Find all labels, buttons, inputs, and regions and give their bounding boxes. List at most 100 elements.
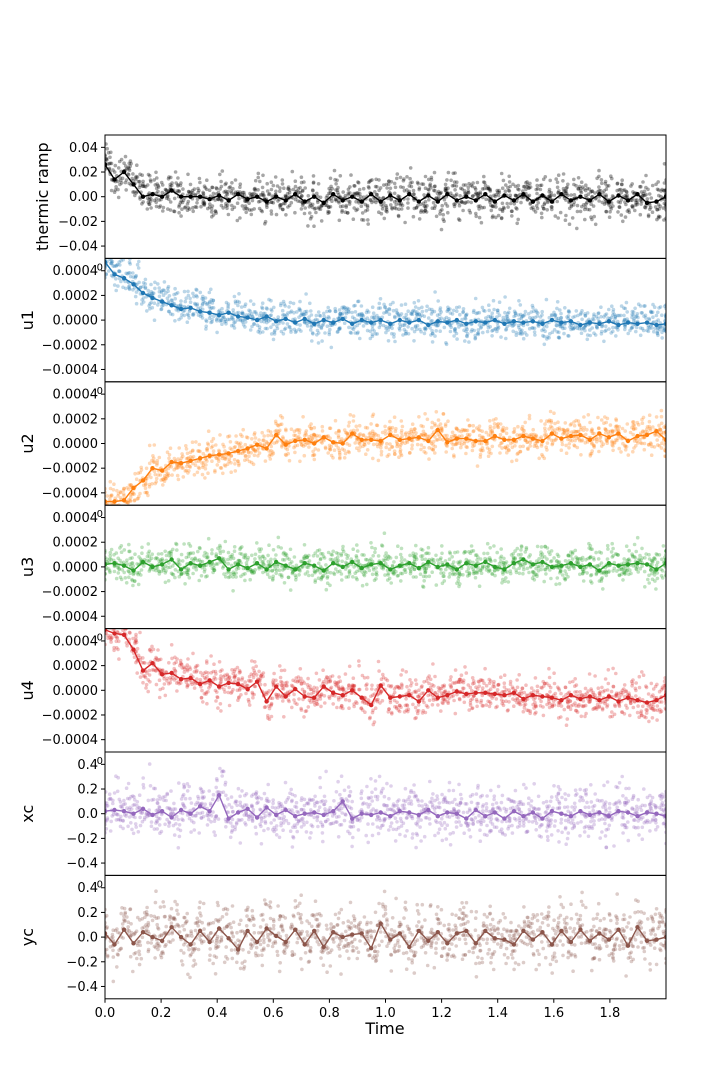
scatter-point [371,412,376,417]
scatter-point [427,551,431,556]
scatter-point [542,207,546,211]
scatter-point [247,454,251,459]
scatter-point [185,572,190,577]
scatter-point [161,303,166,307]
scatter-point [135,163,139,167]
scatter-point [145,207,150,211]
scatter-point [485,186,489,191]
scatter-point [475,426,479,430]
scatter-point [270,309,274,313]
scatter-point [512,429,517,434]
scatter-point [316,322,321,327]
scatter-point [403,321,407,326]
scatter-point [616,210,620,214]
scatter-point [324,563,328,567]
scatter-point [320,575,324,580]
scatter-point [638,333,643,338]
scatter-point [288,439,293,443]
scatter-point [649,310,653,314]
scatter-point [378,442,382,447]
scatter-point [140,184,145,188]
scatter-point [328,176,333,181]
scatter-point [154,566,158,570]
scatter-point [228,571,233,576]
scatter-point [180,207,184,211]
scatter-point [541,206,546,211]
scatter-point [305,555,309,559]
scatter-point [441,212,446,217]
scatter-point [570,216,575,220]
scatter-point [645,328,649,333]
scatter-point [316,182,321,186]
scatter-point [350,315,355,320]
scatter-point [133,276,138,280]
scatter-point [473,333,478,338]
scatter-point [384,207,389,212]
scatter-point [186,572,190,577]
scatter-point [153,286,157,291]
scatter-point [398,314,402,318]
scatter-point [421,574,426,579]
scatter-point [159,559,163,563]
scatter-point [615,182,620,186]
scatter-point [157,286,161,290]
scatter-point [420,305,424,310]
scatter-point [345,306,350,311]
scatter-point [253,178,258,183]
scatter-point [128,564,133,569]
scatter-point [231,556,236,561]
scatter-point [558,210,563,215]
scatter-point [641,193,646,198]
scatter-point [327,330,332,335]
mean-marker [663,194,666,199]
scatter-point [284,427,288,432]
mean-marker [426,322,431,328]
scatter-point [198,180,202,185]
scatter-point [395,434,400,438]
scatter-point [457,428,461,433]
scatter-point [312,433,317,437]
scatter-point [279,546,284,550]
scatter-point [164,188,169,193]
scatter-point [232,545,237,549]
scatter-point [203,476,207,480]
scatter-point [549,313,554,317]
scatter-point [112,264,117,269]
scatter-point [335,178,339,183]
scatter-point [198,306,203,310]
scatter-point [422,434,426,438]
scatter-point [272,441,277,445]
scatter-point [210,306,214,310]
scatter-point [635,439,639,444]
scatter-point [528,202,532,206]
scatter-point [507,180,512,184]
scatter-point [278,414,283,418]
scatter-point [127,166,131,171]
scatter-point [639,190,644,194]
scatter-point [622,319,627,323]
scatter-point [299,180,304,185]
scatter-point [525,440,530,444]
scatter-point [205,556,210,560]
scatter-point [650,444,654,449]
scatter-point [147,291,151,296]
mean-marker [616,431,621,436]
scatter-point [328,570,333,575]
scatter-point [130,556,134,560]
mean-marker [321,200,326,206]
scatter-point [506,205,510,209]
scatter-point [382,302,386,307]
scatter-point [595,176,599,181]
scatter-point [131,271,135,275]
scatter-point [414,557,419,562]
scatter-point [404,331,408,336]
scatter-point [266,563,271,567]
scatter-point [385,210,389,214]
scatter-point [656,310,660,315]
scatter-point [130,578,135,583]
scatter-point [260,306,265,311]
scatter-point [187,309,192,314]
scatter-point [161,205,166,210]
scatter-point [444,342,449,347]
scatter-point [261,438,265,443]
